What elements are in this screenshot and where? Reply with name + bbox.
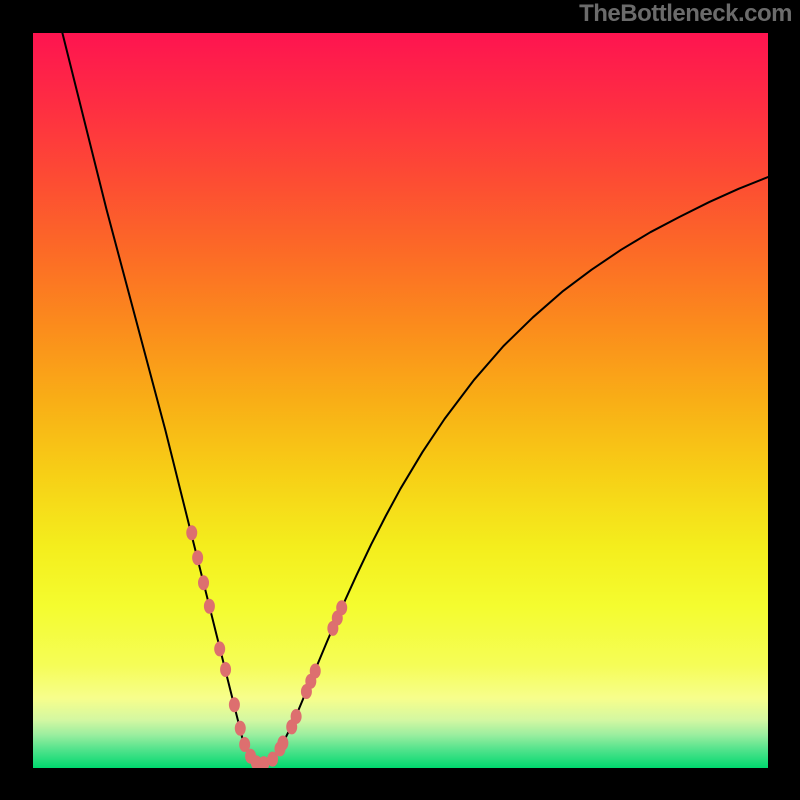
marker-point xyxy=(193,551,203,565)
chart-stage: TheBottleneck.com xyxy=(0,0,800,800)
marker-point xyxy=(221,663,231,677)
marker-point xyxy=(235,721,245,735)
marker-point xyxy=(268,752,278,766)
marker-point xyxy=(310,664,320,678)
marker-point xyxy=(291,710,301,724)
plot-area xyxy=(33,33,768,768)
marker-point xyxy=(240,737,250,751)
watermark-text: TheBottleneck.com xyxy=(579,0,792,28)
marker-point xyxy=(229,698,239,712)
marker-point xyxy=(204,599,214,613)
marker-point xyxy=(187,526,197,540)
marker-point xyxy=(278,736,288,750)
marker-point xyxy=(337,601,347,615)
marker-point xyxy=(215,642,225,656)
gradient-background xyxy=(33,33,768,768)
plot-svg xyxy=(33,33,768,768)
marker-point xyxy=(199,576,209,590)
